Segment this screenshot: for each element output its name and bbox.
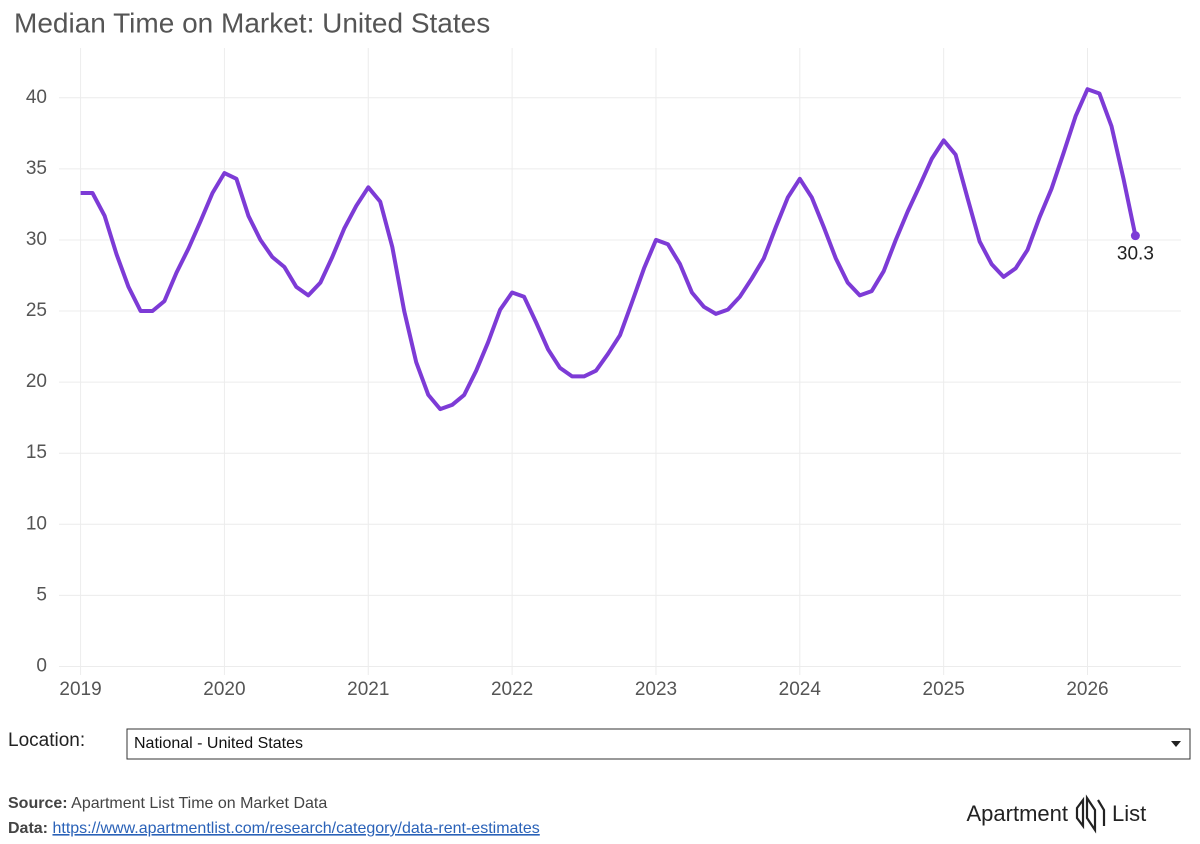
x-tick-label: 2025 bbox=[923, 679, 965, 700]
select-arrow[interactable] bbox=[1171, 741, 1181, 747]
y-tick-label: 35 bbox=[26, 158, 47, 179]
logo-icon bbox=[1075, 794, 1106, 834]
source-text: Apartment List Time on Market Data bbox=[71, 795, 327, 812]
x-tick-label: 2023 bbox=[635, 679, 677, 700]
logo-word: Apartment bbox=[967, 801, 1069, 826]
logo-word: List bbox=[1112, 801, 1146, 826]
y-tick-label: 5 bbox=[36, 584, 47, 605]
select-box[interactable] bbox=[126, 728, 1191, 760]
chart-title: Median Time on Market: United States bbox=[14, 7, 490, 38]
data-line bbox=[80, 87, 1138, 412]
x-tick-label: 2019 bbox=[59, 679, 101, 700]
logo: Apartment List bbox=[967, 794, 1146, 834]
select-value[interactable]: National - United States bbox=[134, 735, 303, 752]
source-line: Source: Apartment List Time on Market Da… bbox=[8, 795, 327, 812]
location-label: Location: bbox=[8, 730, 85, 751]
data-line: Data: https://www.apartmentlist.com/rese… bbox=[8, 820, 540, 837]
source-label: Source: bbox=[8, 795, 68, 812]
y-tick-label: 0 bbox=[36, 655, 47, 676]
end-label: 30.3 bbox=[1117, 244, 1154, 265]
y-tick-label: 40 bbox=[26, 87, 47, 108]
location-select[interactable]: National - United States bbox=[126, 728, 1191, 760]
y-tick-label: 15 bbox=[26, 442, 47, 463]
y-tick-label: 30 bbox=[26, 229, 47, 250]
y-tick-label: 25 bbox=[26, 300, 47, 321]
y-tick-label: 20 bbox=[26, 371, 47, 392]
x-tick-label: 2026 bbox=[1066, 679, 1108, 700]
data-label: Data: bbox=[8, 820, 48, 837]
end-point bbox=[1130, 231, 1140, 241]
y-tick-label: 10 bbox=[26, 513, 47, 534]
x-tick-label: 2021 bbox=[347, 679, 389, 700]
x-tick-label: 2020 bbox=[203, 679, 245, 700]
x-tick-label: 2022 bbox=[491, 679, 533, 700]
x-tick-label: 2024 bbox=[779, 679, 822, 700]
data-link[interactable]: https://www.apartmentlist.com/research/c… bbox=[52, 820, 539, 837]
